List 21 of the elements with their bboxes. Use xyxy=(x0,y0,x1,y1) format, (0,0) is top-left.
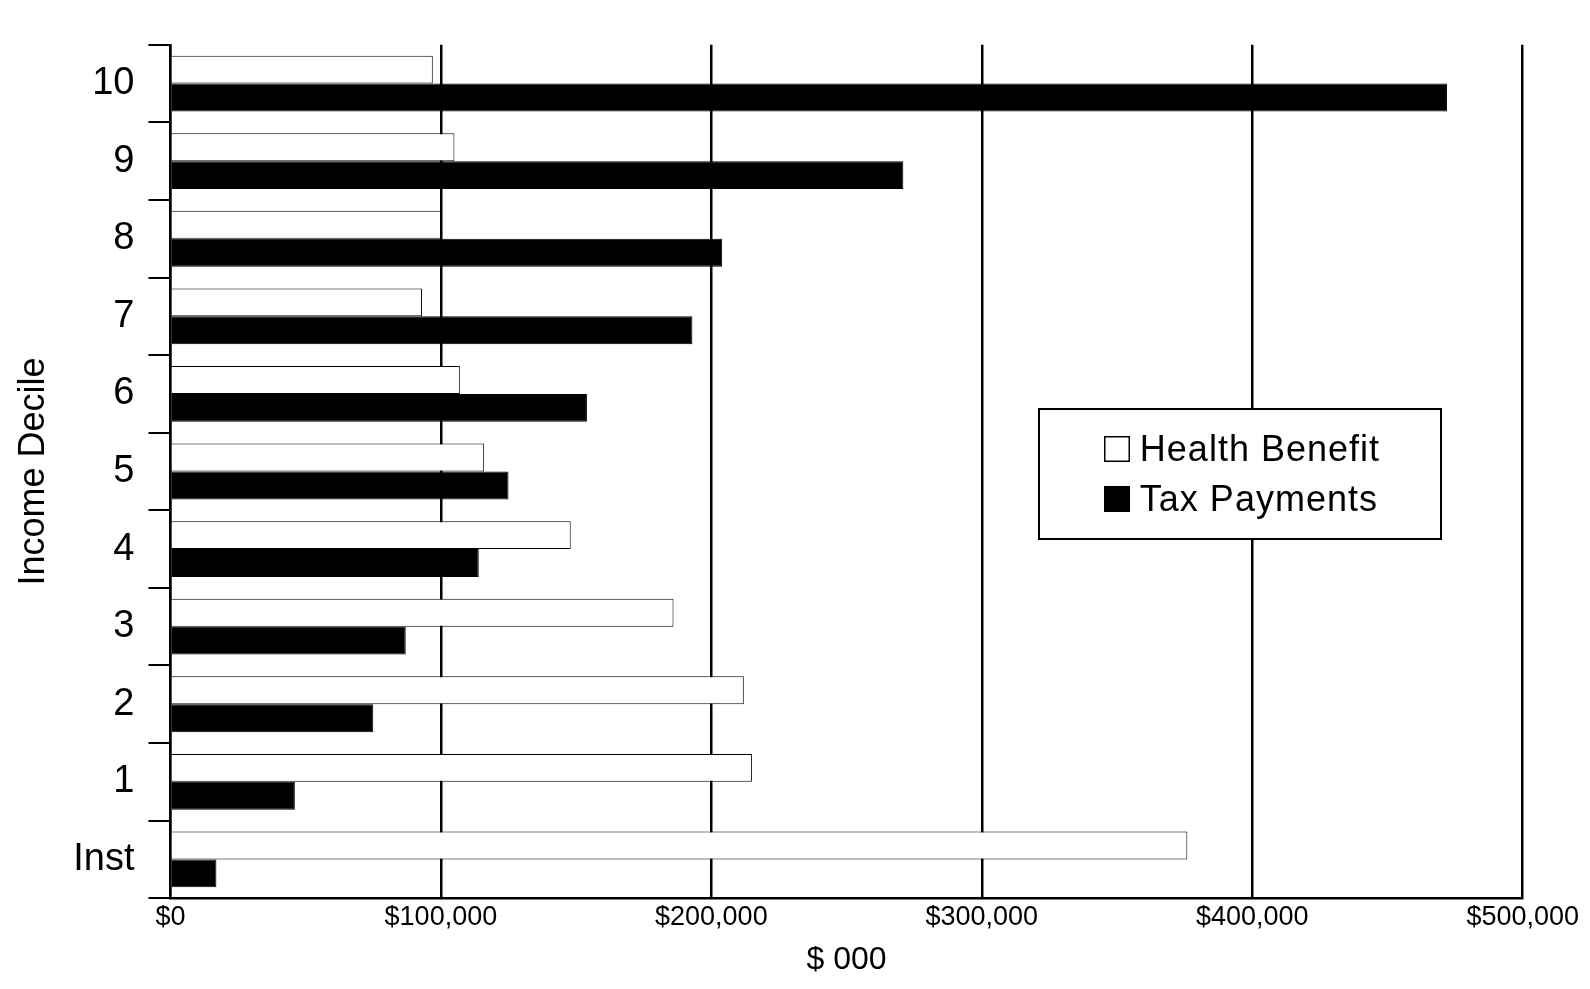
y-tick-label: 6 xyxy=(113,370,135,413)
x-tick-label: $0 xyxy=(155,900,186,931)
x-tick-label: $300,000 xyxy=(925,900,1039,931)
x-tick-label: $200,000 xyxy=(655,900,768,931)
x-tick-label: $400,000 xyxy=(1195,900,1309,931)
x-axis-title: $ 000 xyxy=(806,939,887,976)
legend-label: Tax Payments xyxy=(1139,478,1378,520)
y-tick-label: 3 xyxy=(113,603,135,646)
x-tick-label: $100,000 xyxy=(384,900,498,931)
y-tick-label: 1 xyxy=(113,758,135,801)
legend-label: Health Benefit xyxy=(1139,428,1380,470)
x-tick-label: $500,000 xyxy=(1466,900,1580,931)
y-tick-label: 10 xyxy=(92,60,135,103)
y-axis-title: Income Decile xyxy=(10,357,52,586)
y-tick-label: 2 xyxy=(113,680,135,723)
y-tick-label: 5 xyxy=(113,447,135,490)
y-tick-label: Inst xyxy=(73,835,135,878)
y-tick-label: 7 xyxy=(113,292,135,335)
y-tick-label: 9 xyxy=(113,137,135,180)
y-tick-label: 4 xyxy=(113,525,135,568)
y-tick-label: 8 xyxy=(113,215,135,258)
